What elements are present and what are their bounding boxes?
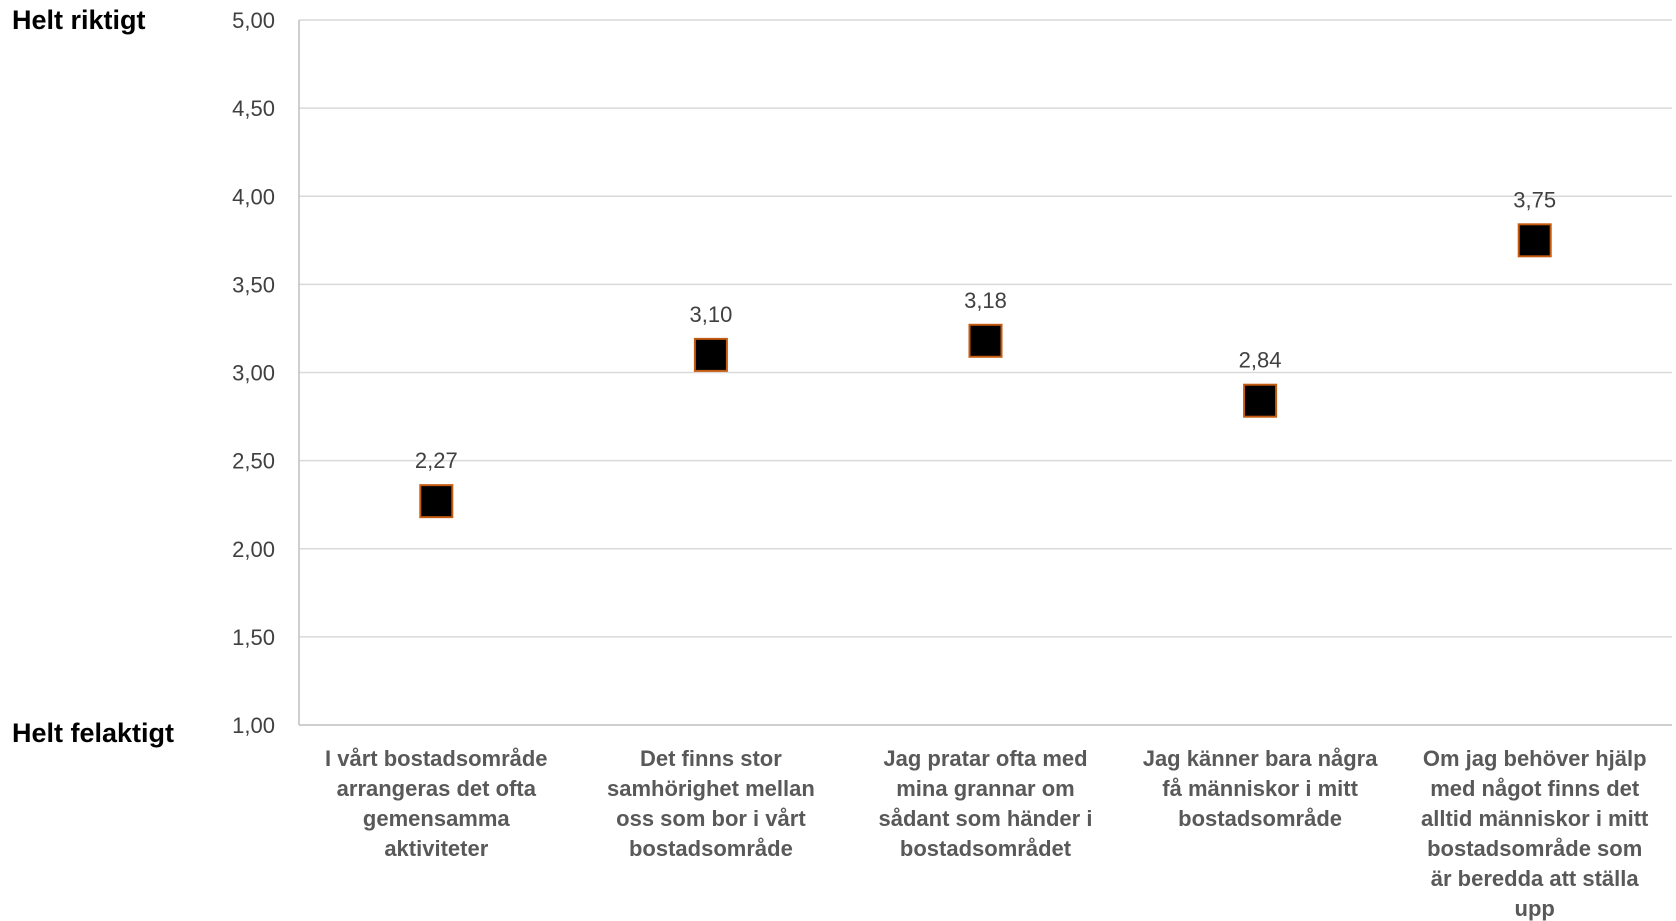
- category-label-line: Om jag behöver hjälp: [1423, 746, 1647, 771]
- data-point: [693, 337, 728, 372]
- y-tick-label: 4,00: [232, 184, 275, 209]
- y-tick-label: 4,50: [232, 96, 275, 121]
- category-label-line: gemensamma: [363, 806, 511, 831]
- category-label-line: med något finns det: [1430, 776, 1640, 801]
- category-label: Det finns stor samhörighet mellan oss som …: [607, 746, 815, 861]
- category-label-line: få människor i mitt: [1162, 776, 1358, 801]
- data-label: 3,18: [964, 288, 1007, 313]
- category-label-line: upp: [1515, 896, 1555, 921]
- y-tick-label: 3,50: [232, 272, 275, 297]
- category-label: Jag känner bara några få människor i mitt…: [1143, 746, 1379, 831]
- category-label-line: arrangeras det ofta: [337, 776, 537, 801]
- category-label-line: Det finns stor: [640, 746, 782, 771]
- category-label-line: sådant som händer i: [879, 806, 1093, 831]
- data-label: 3,10: [689, 302, 732, 327]
- data-point: [1517, 223, 1552, 258]
- data-label: 3,75: [1513, 187, 1556, 212]
- category-label-line: I vårt bostadsområde: [325, 746, 548, 771]
- data-label: 2,27: [415, 448, 458, 473]
- y-tick-label: 5,00: [232, 8, 275, 33]
- category-label: Jag pratar ofta med mina grannar om sådant…: [879, 746, 1093, 861]
- data-label: 2,84: [1239, 348, 1282, 373]
- category-label-line: bostadsområde som: [1427, 836, 1642, 861]
- y-tick-label: 3,00: [232, 361, 275, 386]
- category-label-line: är beredda att ställa: [1431, 866, 1640, 891]
- category-label-line: mina grannar om: [896, 776, 1074, 801]
- category-label-line: Jag känner bara några: [1143, 746, 1379, 771]
- data-points: [419, 223, 1552, 519]
- category-label-line: aktiviteter: [384, 836, 488, 861]
- category-label-line: alltid människor i mitt: [1421, 806, 1649, 831]
- data-point: [419, 484, 454, 519]
- data-point: [1243, 383, 1278, 418]
- y-axis-top-label: Helt riktigt: [12, 5, 146, 35]
- gridlines: [299, 19, 1672, 726]
- category-labels: I vårt bostadsområde arrangeras det ofta g…: [325, 746, 1649, 921]
- y-axis-bottom-label: Helt felaktigt: [12, 718, 174, 748]
- category-label-line: samhörighet mellan: [607, 776, 815, 801]
- y-tick-label: 1,50: [232, 625, 275, 650]
- category-label: I vårt bostadsområde arrangeras det ofta g…: [325, 746, 548, 861]
- category-label: Om jag behöver hjälp med något finns det a…: [1421, 746, 1649, 921]
- category-label-line: bostadsområde: [629, 836, 793, 861]
- category-label-line: Jag pratar ofta med: [883, 746, 1087, 771]
- data-labels: 2,27 3,10 3,18 2,84 3,75: [415, 187, 1556, 473]
- y-tick-label: 2,50: [232, 449, 275, 474]
- y-axis-ticks: 1,00 1,50 2,00 2,50 3,00 3,50 4,00 4,50 5,00: [232, 8, 275, 738]
- y-tick-label: 1,00: [232, 713, 275, 738]
- category-label-line: oss som bor i vårt: [616, 806, 806, 831]
- data-point: [968, 323, 1003, 358]
- y-tick-label: 2,00: [232, 537, 275, 562]
- category-label-line: bostadsområde: [1178, 806, 1342, 831]
- category-label-line: bostadsområdet: [900, 836, 1072, 861]
